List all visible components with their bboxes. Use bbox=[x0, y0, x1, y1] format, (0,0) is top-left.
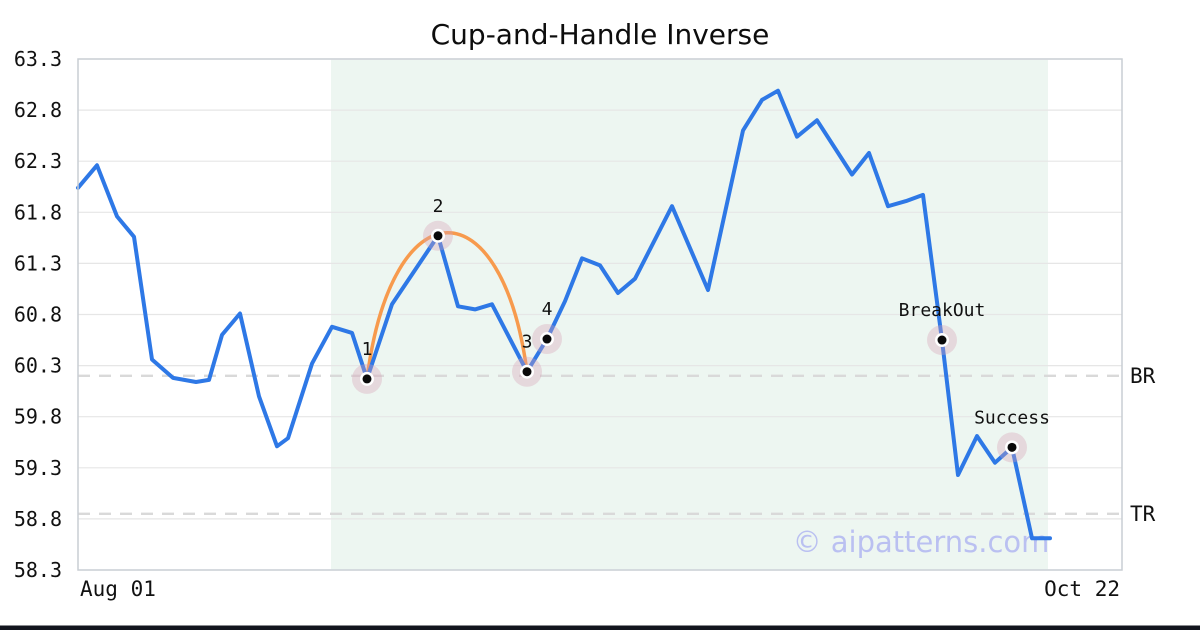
bottom-accent-bar bbox=[0, 625, 1200, 630]
price-line bbox=[76, 88, 1052, 541]
x-axis-start-label: Aug 01 bbox=[80, 577, 156, 601]
marker-dot bbox=[522, 367, 532, 377]
marker-label: Success bbox=[974, 407, 1050, 428]
x-axis-end-label: Oct 22 bbox=[1044, 577, 1120, 601]
marker-dot bbox=[433, 231, 443, 241]
marker-dot bbox=[542, 334, 552, 344]
y-tick-label: 58.8 bbox=[14, 507, 62, 531]
pattern-markers-layer: 1 2 34 BreakOut Success bbox=[352, 196, 1050, 463]
y-tick-label: 59.8 bbox=[14, 405, 62, 429]
y-tick-label: 60.3 bbox=[14, 354, 62, 378]
series-layer bbox=[76, 88, 1052, 541]
y-tick-label: 59.3 bbox=[14, 456, 62, 480]
target-level-label: TR bbox=[1130, 502, 1156, 526]
y-tick-label: 60.8 bbox=[14, 303, 62, 327]
breakout-level-label: BR bbox=[1130, 364, 1156, 388]
marker-dot bbox=[362, 374, 372, 384]
y-tick-label: 62.3 bbox=[14, 149, 62, 173]
plot-border bbox=[77, 58, 1123, 571]
marker-label: 4 bbox=[542, 299, 553, 320]
marker-label: 1 bbox=[362, 339, 373, 360]
y-tick-label: 62.8 bbox=[14, 98, 62, 122]
chart-title: Cup-and-Handle Inverse bbox=[431, 18, 770, 51]
marker-label: 3 bbox=[522, 332, 533, 353]
y-tick-label: 58.3 bbox=[14, 558, 62, 582]
y-tick-label: 61.3 bbox=[14, 251, 62, 275]
marker-dot bbox=[1007, 442, 1017, 452]
y-tick-label: 63.3 bbox=[14, 47, 62, 71]
y-axis-ticks: 63.3 62.8 62.3 61.8 61.3 60.8 60.3 59.8 59.3 58.8… bbox=[14, 47, 62, 582]
marker-label: BreakOut bbox=[899, 300, 986, 321]
marker-label: 2 bbox=[433, 196, 444, 217]
inverse-cup-arc bbox=[365, 231, 529, 381]
watermark-text: © aipatterns.com bbox=[793, 525, 1050, 559]
y-tick-label: 61.8 bbox=[14, 200, 62, 224]
marker-dot bbox=[937, 335, 947, 345]
